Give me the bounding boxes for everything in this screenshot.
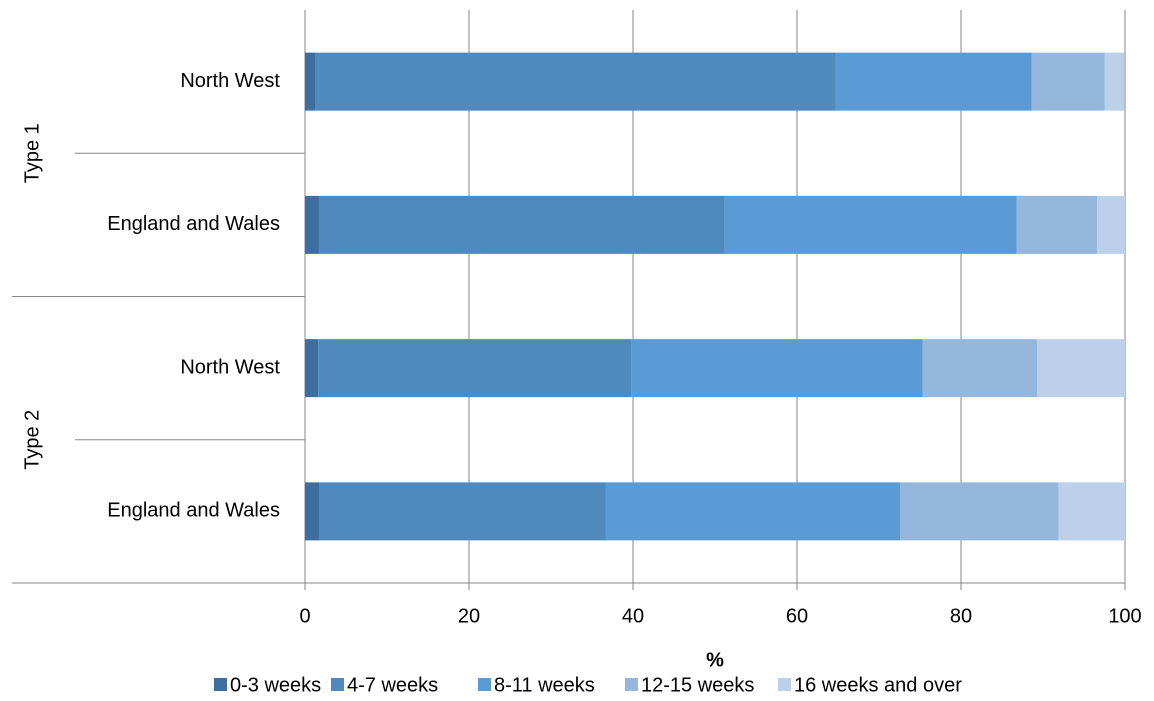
x-tick-label: 60 <box>786 605 808 627</box>
bar-segment <box>1097 195 1125 254</box>
x-tick-label: 40 <box>622 605 644 627</box>
group-label: Type 1 <box>21 123 43 183</box>
bar-segment <box>1104 52 1125 111</box>
legend-label: 0-3 weeks <box>230 674 321 696</box>
y-tick-label: North West <box>180 70 280 92</box>
bar-segment <box>305 339 319 398</box>
x-tick-label: 80 <box>950 605 972 627</box>
bar-segment <box>605 482 901 541</box>
x-tick-label: 20 <box>458 605 480 627</box>
bar-segment <box>318 339 632 398</box>
y-tick-label: England and Wales <box>107 500 280 522</box>
bar-segment <box>631 339 923 398</box>
bar-segment <box>305 195 319 254</box>
x-axis-label: % <box>706 649 724 671</box>
bar-segment <box>305 482 320 541</box>
legend-swatch <box>778 678 791 691</box>
bar-segment <box>1058 482 1125 541</box>
bar-segment <box>900 482 1059 541</box>
x-tick-label: 100 <box>1108 605 1141 627</box>
bar-segment <box>318 195 725 254</box>
bar-segment <box>835 52 1032 111</box>
legend-label: 16 weeks and over <box>794 674 962 696</box>
legend-swatch <box>331 678 344 691</box>
bar-segment <box>315 52 836 111</box>
bar-segment <box>1031 52 1105 111</box>
legend-label: 4-7 weeks <box>347 674 438 696</box>
bar-segment <box>724 195 1017 254</box>
bar-segment <box>305 52 316 111</box>
legend-swatch <box>625 678 638 691</box>
bar-segment <box>1037 339 1125 398</box>
bar-segment <box>922 339 1038 398</box>
legend-swatch <box>478 678 491 691</box>
legend-label: 8-11 weeks <box>494 674 595 696</box>
bar-segment <box>319 482 606 541</box>
y-tick-label: England and Wales <box>107 213 280 235</box>
group-label: Type 2 <box>21 410 43 470</box>
bar-segment <box>1016 195 1098 254</box>
y-tick-label: North West <box>180 356 280 378</box>
x-tick-label: 0 <box>299 605 310 627</box>
legend-label: 12-15 weeks <box>641 674 754 696</box>
legend-swatch <box>214 678 227 691</box>
